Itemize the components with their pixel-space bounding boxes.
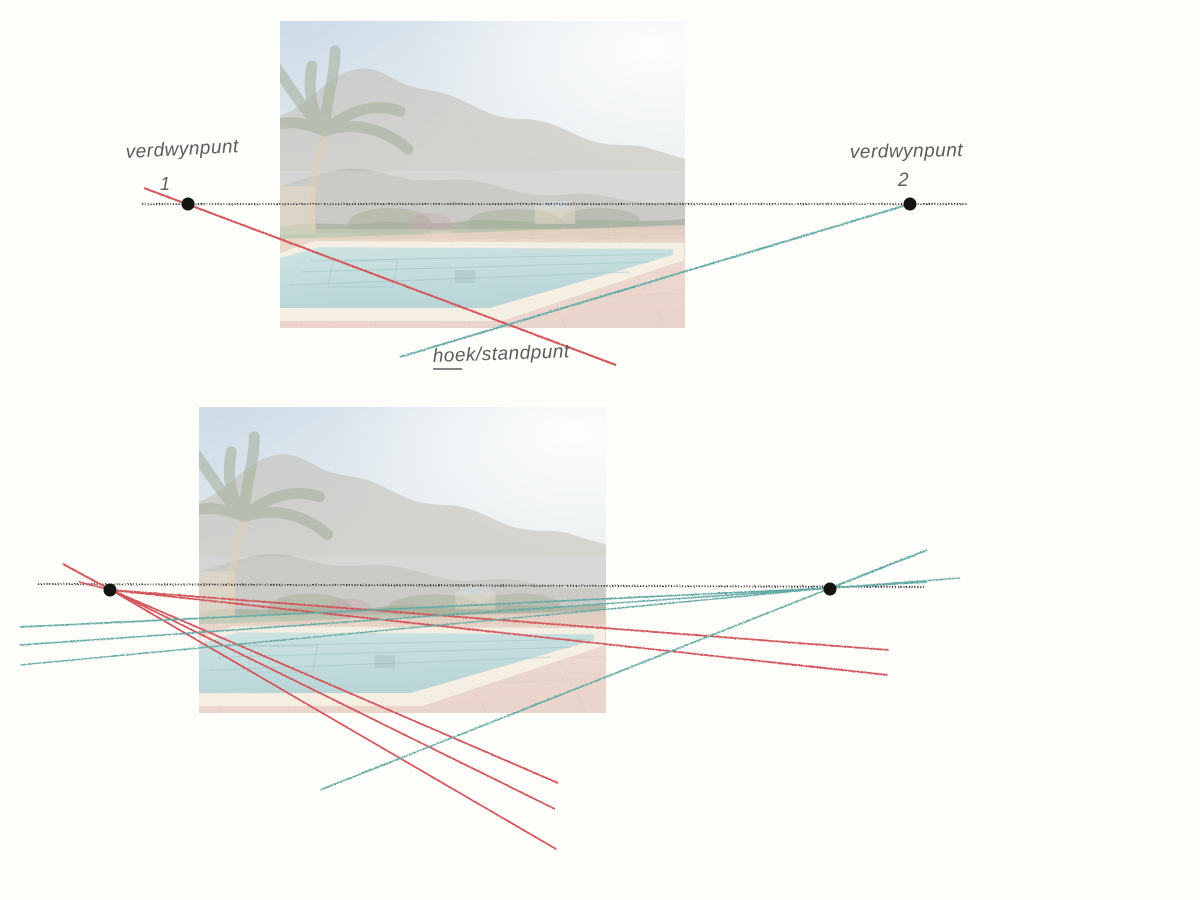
- svg-text:2: 2: [897, 170, 909, 191]
- svg-text:hoek/standpunt: hoek/standpunt: [432, 341, 570, 367]
- svg-text:1: 1: [160, 174, 171, 194]
- svg-text:verdwynpunt: verdwynpunt: [850, 140, 964, 163]
- svg-text:verdwynpunt: verdwynpunt: [125, 136, 239, 163]
